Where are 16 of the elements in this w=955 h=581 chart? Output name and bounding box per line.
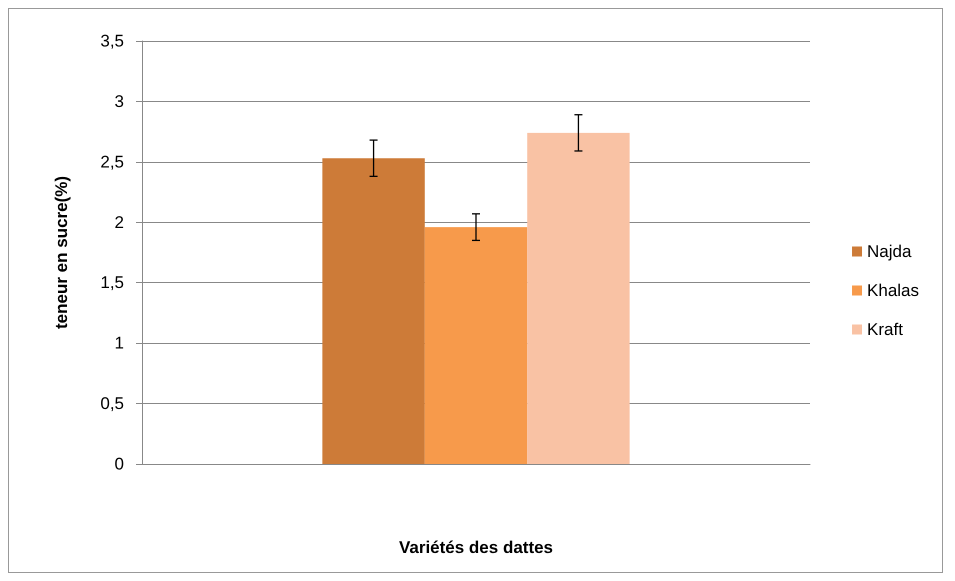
legend-label: Khalas [867,281,920,300]
legend-label: Najda [867,242,912,261]
y-tick-label: 0,5 [100,394,124,414]
legend-label: Kraft [867,320,904,339]
y-axis-title: teneur en sucre(%) [52,176,71,330]
y-tick-label: 3 [114,92,124,111]
y-tick-label: 1,5 [100,273,124,292]
y-tick-label: 2 [114,212,124,232]
y-tick-label: 0 [114,454,124,474]
y-tick-label: 3,5 [100,32,124,50]
bar [527,132,630,464]
bar [424,227,528,464]
x-axis-title: Variétés des dattes [398,538,554,557]
y-tick-label: 2,5 [100,152,124,172]
y-tick-label: 1 [114,334,124,353]
bar [322,158,425,464]
